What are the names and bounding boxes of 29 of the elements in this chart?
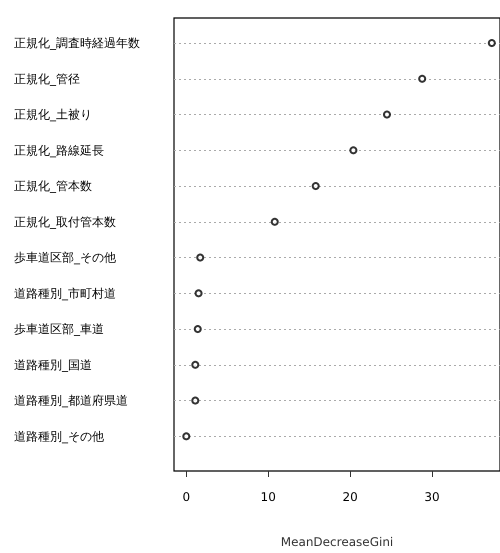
point	[382, 110, 391, 119]
point	[418, 74, 426, 83]
y-tick-label: 道路種別_国道	[14, 358, 92, 372]
x-tick-label: 10	[260, 490, 276, 504]
y-tick-label: 正規化_管本数	[14, 179, 92, 194]
point	[182, 432, 190, 440]
x-tick-label: 30	[424, 490, 440, 504]
point	[349, 146, 358, 154]
point	[194, 289, 203, 298]
point	[488, 39, 496, 48]
x-tick-label: 0	[182, 490, 190, 504]
x-tick-label: 20	[342, 490, 358, 504]
y-tick-label: 歩車道区部_車道	[14, 322, 104, 336]
y-tick-label: 正規化_調査時経過年数	[14, 36, 140, 50]
y-tick-label: 正規化_路線延長	[14, 143, 104, 158]
y-tick-label: 歩車道区部_その他	[14, 250, 116, 265]
point	[194, 325, 202, 334]
y-tick-label: 道路種別_市町村道	[14, 286, 116, 300]
point	[191, 396, 200, 405]
y-tick-label: 正規化_管径	[14, 72, 80, 86]
point	[312, 182, 320, 190]
point	[196, 254, 204, 262]
point	[191, 360, 200, 369]
y-tick-label: 正規化_土被り	[14, 108, 92, 122]
x-axis-title: MeanDecreaseGini	[280, 535, 394, 549]
y-tick-label: 正規化_取付管本数	[14, 214, 116, 229]
y-tick-label: 道路種別_その他	[14, 429, 104, 444]
point	[270, 218, 279, 226]
y-tick-label: 道路種別_都道府県道	[14, 394, 128, 408]
